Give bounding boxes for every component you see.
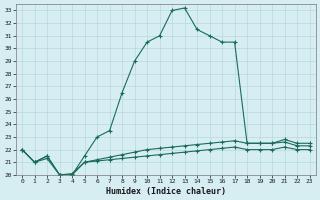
X-axis label: Humidex (Indice chaleur): Humidex (Indice chaleur) xyxy=(106,187,226,196)
